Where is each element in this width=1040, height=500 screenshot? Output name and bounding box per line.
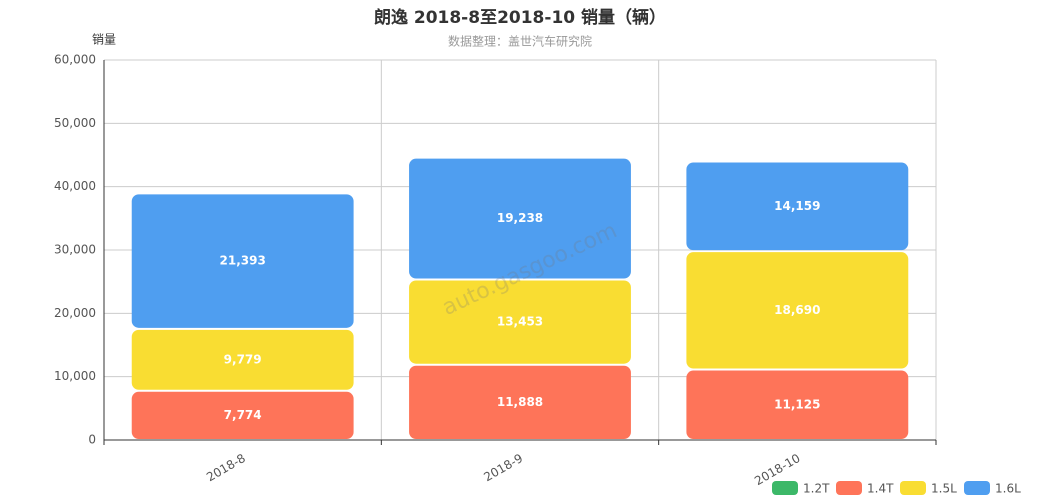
y-tick-label: 30,000 [54,243,96,257]
legend-label: 1.5L [931,482,957,496]
bar-segment [131,391,354,439]
y-tick-label: 0 [88,433,96,447]
y-tick-label: 20,000 [54,306,96,320]
y-tick-label: 40,000 [54,179,96,193]
data-label: 7,774 [224,408,262,422]
data-label: 13,453 [497,315,543,329]
x-tick-label: 2018-9 [481,451,525,484]
y-tick-label: 60,000 [54,53,96,67]
chart-subtitle: 数据整理：盖世汽车研究院 [448,34,592,49]
legend-swatch [836,481,862,495]
x-tick-label: 2018-8 [204,451,248,484]
data-label: 11,888 [497,395,543,409]
bar-segment [686,162,909,251]
y-axis-label: 销量 [92,33,116,47]
bar-segment [409,365,631,439]
bar-segment [131,194,354,328]
y-tick-label: 10,000 [54,369,96,383]
data-label: 21,393 [220,254,266,268]
bar-segment [409,158,631,279]
data-label: 14,159 [774,199,820,213]
legend-label: 1.4T [867,482,894,496]
data-label: 19,238 [497,211,543,225]
legend-swatch [964,481,990,495]
data-label: 11,125 [774,397,820,411]
legend-label: 1.6L [995,482,1021,496]
bar-segment [686,370,909,439]
bar-segment [409,280,631,364]
chart-title: 朗逸 2018-8至2018-10 销量（辆） [374,7,666,28]
bar-segment [686,252,909,369]
legend-label: 1.2T [803,482,830,496]
data-label: 9,779 [224,352,262,366]
legend-swatch [772,481,798,495]
data-label: 18,690 [774,303,820,317]
legend-swatch [900,481,926,495]
y-tick-label: 50,000 [54,116,96,130]
bar-segment [131,329,354,390]
